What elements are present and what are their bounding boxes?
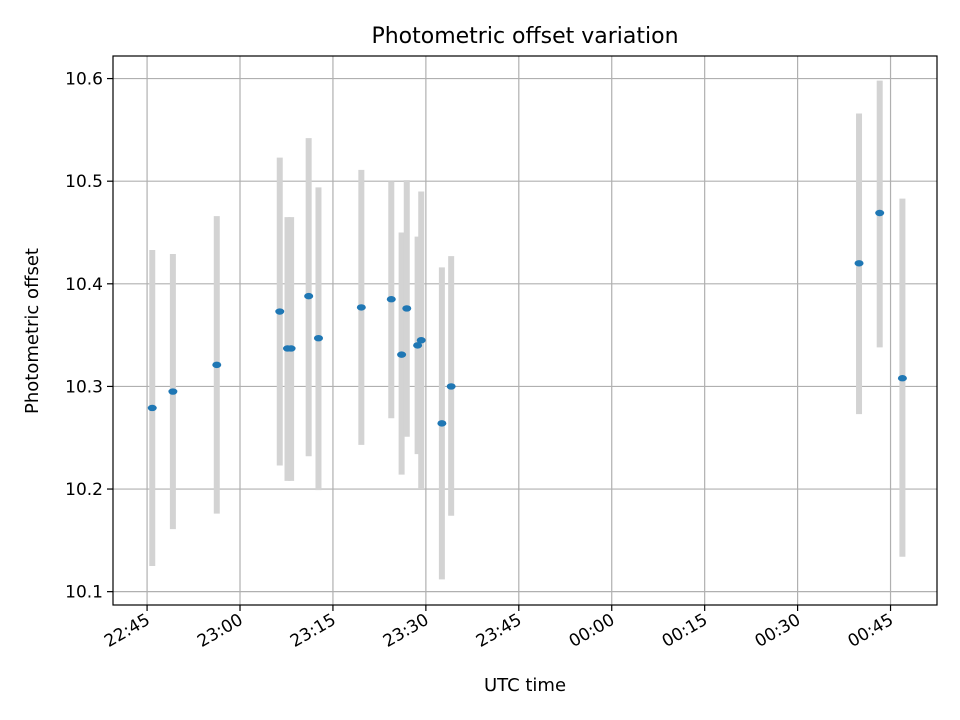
- data-point: [304, 292, 314, 300]
- x-tick-label: 23:00: [194, 610, 246, 652]
- data-point: [168, 388, 178, 395]
- data-point: [147, 404, 157, 412]
- x-axis-ticks: 22:45 23:00 23:15 23:30 23:45 00:00 00:15 00:30…: [101, 605, 897, 652]
- data-points: [147, 209, 907, 427]
- data-point: [897, 375, 907, 382]
- x-axis-label: UTC time: [484, 675, 566, 696]
- y-axis-ticks: 10.1 10.2 10.3 10.4 10.5 10.6: [65, 70, 113, 603]
- data-point: [875, 209, 885, 217]
- data-point: [416, 337, 426, 344]
- x-tick-label: 00:00: [566, 610, 618, 652]
- y-tick-label: 10.3: [65, 377, 103, 397]
- y-tick-label: 10.4: [65, 275, 103, 295]
- data-point: [313, 334, 323, 342]
- x-tick-label: 00:30: [752, 610, 804, 652]
- x-tick-label: 23:15: [287, 610, 339, 652]
- x-tick-label: 22:45: [101, 610, 153, 652]
- plot-frame: [112, 55, 938, 606]
- data-point: [386, 296, 396, 303]
- data-point: [286, 345, 296, 352]
- y-tick-label: 10.5: [65, 172, 103, 192]
- data-point: [356, 304, 366, 311]
- data-point: [854, 260, 864, 267]
- y-axis-label: Photometric offset: [22, 248, 43, 414]
- data-point: [437, 420, 447, 427]
- x-tick-label: 23:45: [473, 610, 525, 652]
- x-tick-label: 00:45: [845, 610, 897, 652]
- x-tick-label: 00:15: [659, 610, 711, 652]
- y-tick-label: 10.1: [65, 583, 103, 603]
- y-tick-label: 10.6: [65, 70, 103, 90]
- chart-title: Photometric offset variation: [371, 24, 678, 49]
- data-point: [413, 342, 423, 349]
- data-point: [397, 351, 407, 358]
- data-point: [275, 308, 285, 315]
- grid: [113, 56, 937, 605]
- x-tick-label: 23:30: [380, 610, 432, 652]
- error-bars: [149, 80, 906, 580]
- data-point: [402, 305, 412, 312]
- y-tick-label: 10.2: [65, 480, 103, 500]
- data-point: [212, 361, 222, 369]
- data-point: [446, 383, 456, 390]
